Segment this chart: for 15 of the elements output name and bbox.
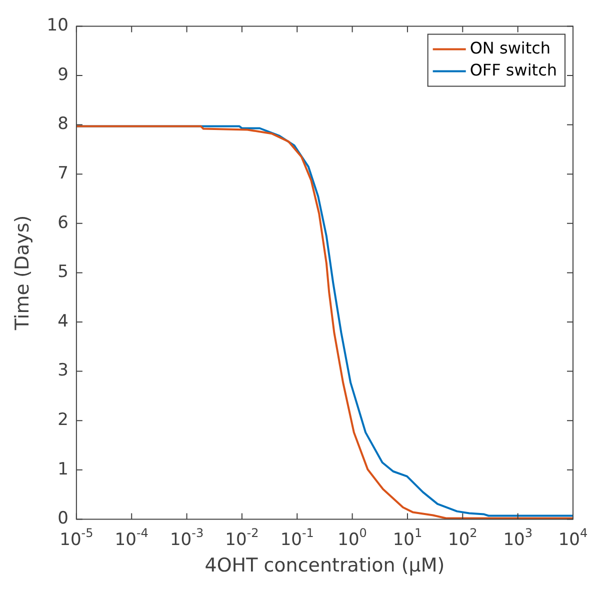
y-tick-label: 0 xyxy=(58,508,68,529)
legend-label: ON switch xyxy=(470,38,551,58)
y-tick-label: 10 xyxy=(46,16,68,36)
y-tick-label: 1 xyxy=(58,459,68,480)
y-axis-title: Time (Days) xyxy=(11,215,34,332)
x-axis-title: 4OHT concentration (μM) xyxy=(204,554,445,577)
y-tick-label: 5 xyxy=(58,262,68,282)
y-tick-label: 4 xyxy=(58,311,68,332)
y-tick-label: 9 xyxy=(58,64,68,85)
y-tick-label: 8 xyxy=(58,114,68,134)
y-tick-label: 3 xyxy=(58,360,68,381)
y-tick-label: 6 xyxy=(58,212,68,233)
y-tick-label: 7 xyxy=(58,164,68,184)
legend-label: OFF switch xyxy=(470,60,558,80)
y-tick-label: 2 xyxy=(58,410,68,430)
